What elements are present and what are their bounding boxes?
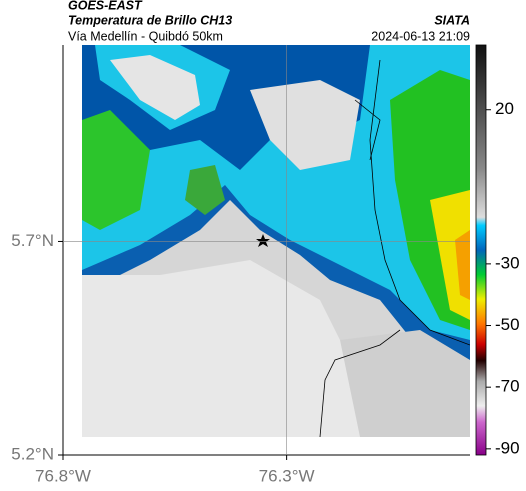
colorbar bbox=[475, 44, 487, 456]
colorbar-tick-label: -50 bbox=[495, 315, 520, 334]
satellite: GOES-EAST bbox=[68, 0, 143, 12]
x-tick-label: 76.8°W bbox=[35, 466, 91, 485]
datetime: 2024-06-13 21:09 bbox=[371, 29, 470, 43]
colorbar-tick-label: 20 bbox=[495, 99, 514, 118]
satellite-image bbox=[82, 45, 470, 437]
y-tick-label: 5.7°N bbox=[11, 231, 54, 250]
title: Temperatura de Brillo CH13 bbox=[68, 13, 232, 27]
colorbar-tick-label: -90 bbox=[495, 438, 520, 457]
x-tick-label: 76.3°W bbox=[259, 466, 315, 485]
y-tick-label: 5.2°N bbox=[11, 444, 54, 463]
source: SIATA bbox=[434, 13, 470, 27]
subtitle: Vía Medellín - Quibdó 50km bbox=[68, 29, 223, 43]
colorbar-tick-label: -70 bbox=[495, 377, 520, 396]
city-marker bbox=[256, 234, 270, 247]
colorbar-tick-label: -30 bbox=[495, 253, 520, 272]
